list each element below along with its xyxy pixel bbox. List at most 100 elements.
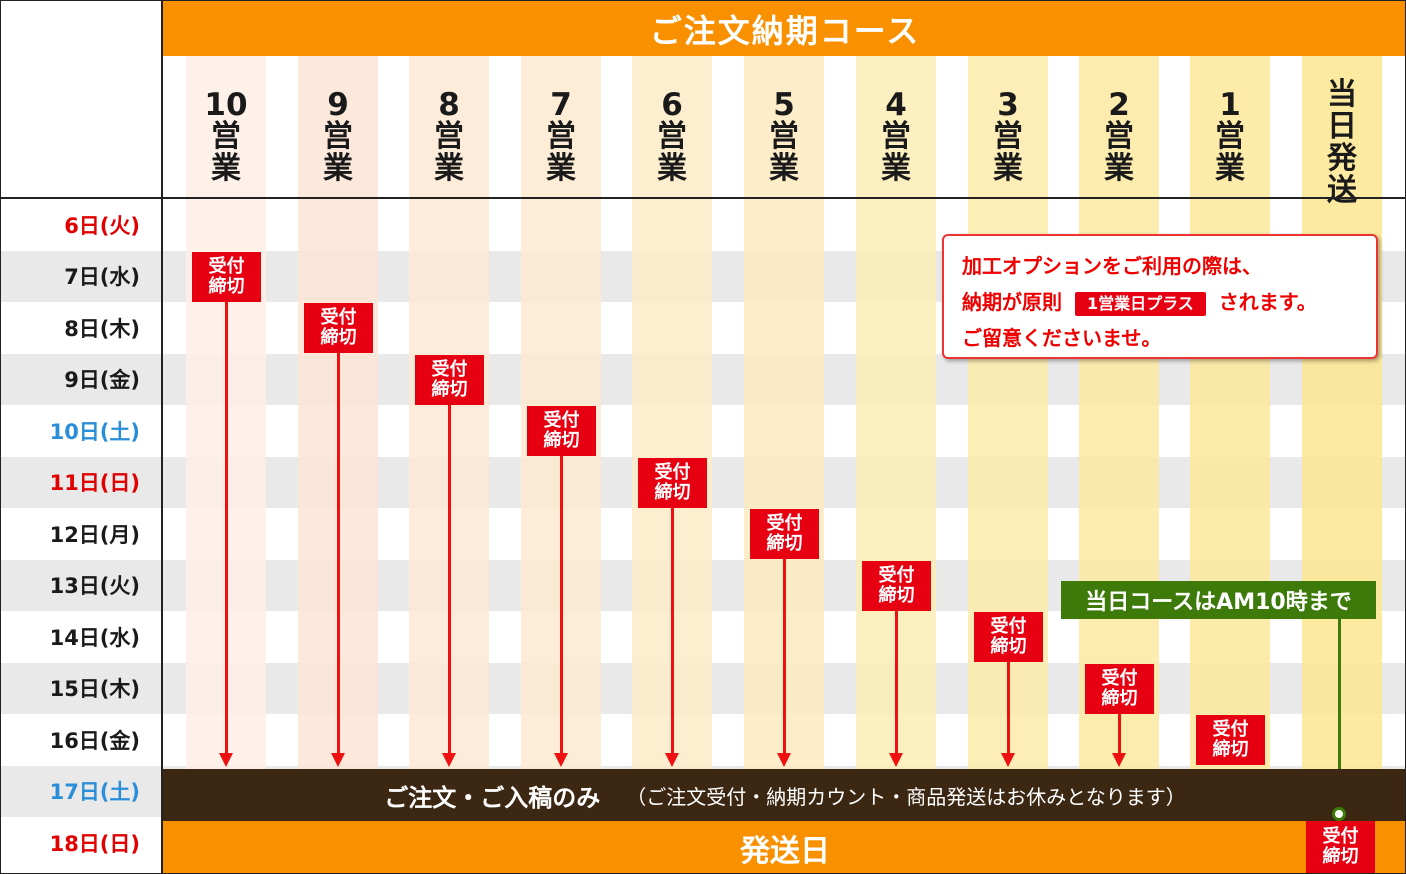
same-day-line (1338, 619, 1341, 809)
course-days-number: 2 (1108, 87, 1130, 123)
date-label: 14日(水) (49, 625, 140, 650)
course-label: 当日発送 (1302, 79, 1382, 207)
date-label: 8日(木) (64, 316, 140, 341)
course-label-char: 業 (993, 151, 1023, 186)
course-days-number: 5 (773, 87, 795, 123)
course-column-stripe (1190, 56, 1270, 769)
course-label-char: 営 (323, 119, 353, 154)
date-label: 7日(水) (64, 265, 140, 289)
date-label: 17日(土) (49, 780, 140, 804)
course-label: 10 営業 (186, 89, 266, 185)
course-column-stripe (1302, 56, 1382, 769)
date-label: 12日(月) (49, 522, 140, 547)
deadline-arrow-line (448, 404, 451, 753)
course-header: ご注文納期コース (163, 1, 1405, 56)
order-only-bar: ご注文・ご入稿のみ （ご注文受付・納期カウント・商品発送はお休みとなります） (163, 769, 1405, 821)
deadline-arrow-head (665, 753, 679, 767)
deadline-line-1: 受付 (1322, 826, 1359, 847)
deadline-arrow-line (337, 353, 340, 753)
same-day-cutoff-note: 当日コースはAM10時まで (1061, 581, 1376, 619)
label-divider (161, 1, 163, 873)
course-days-number: 7 (550, 87, 572, 123)
date-label: 6日(火) (64, 213, 140, 238)
deadline-arrow-head (219, 753, 233, 767)
course-label-char: 営 (881, 119, 911, 154)
ship-date-bar: 発送日 (163, 821, 1405, 873)
deadline-line-2: 締切 (208, 275, 245, 297)
same-day-deadline-marker: 受付 締切 (1306, 821, 1375, 873)
deadline-line-1: 受付 (766, 513, 803, 534)
deadline-line-2: 締切 (990, 636, 1027, 657)
header-divider (1, 197, 1405, 199)
date-label: 18日(日) (49, 831, 140, 856)
deadline-line-2: 締切 (1101, 687, 1138, 709)
date-label: 16日(金) (49, 728, 140, 753)
deadline-arrow-head (554, 753, 568, 767)
course-label-char: 業 (546, 151, 576, 186)
deadline-line-2: 締切 (878, 584, 915, 606)
course-label-char: 当 (1327, 77, 1357, 112)
deadline-line-1: 受付 (431, 358, 468, 380)
date-label: 13日(火) (49, 574, 140, 598)
deadline-line-2: 締切 (654, 481, 691, 503)
deadline-arrow-head (777, 753, 791, 767)
notice-line-3: ご留意くださいませ。 (962, 326, 1162, 350)
course-label-char: 送 (1327, 173, 1357, 208)
deadline-arrow-head (1112, 753, 1126, 767)
deadline-arrow-line (671, 507, 674, 753)
course-days-number: 9 (327, 87, 349, 123)
notice-line-2: 納期が原則 1営業日プラス されます。 (962, 284, 1358, 320)
course-days-number: 1 (1219, 87, 1241, 123)
notice-line-2-pre: 納期が原則 (962, 290, 1062, 314)
order-only-note: （ご注文受付・納期カウント・商品発送はお休みとなります） (626, 784, 1186, 809)
deadline-arrow-head (331, 753, 345, 767)
course-label-char: 営 (546, 119, 576, 154)
deadline-line-1: 受付 (1212, 719, 1249, 740)
deadline-line-2: 締切 (766, 533, 803, 554)
course-days-number: 4 (885, 87, 907, 123)
course-label-char: 業 (1104, 151, 1134, 186)
deadline-arrow-line (783, 559, 786, 753)
notice-line-1: 加工オプションをご利用の際は、 (962, 254, 1262, 278)
deadline-line-1: 受付 (543, 410, 580, 431)
deadline-line-1: 受付 (208, 255, 245, 277)
course-column-stripe (1079, 56, 1159, 769)
course-label-char: 業 (657, 151, 687, 186)
deadline-marker: 受付 締切 (862, 560, 931, 611)
plus-one-day-badge: 1営業日プラス (1074, 292, 1206, 316)
deadline-line-2: 締切 (320, 327, 357, 348)
course-label-char: 発 (1327, 141, 1357, 176)
deadline-line-1: 受付 (990, 616, 1027, 637)
deadline-arrow-head (442, 753, 456, 767)
order-only-label: ご注文・ご入稿のみ (384, 783, 601, 812)
date-label: 9日(金) (64, 368, 140, 392)
date-label: 10日(土) (49, 419, 140, 444)
course-label-char: 営 (657, 119, 687, 154)
deadline-marker: 受付 締切 (1085, 663, 1154, 714)
course-label-char: 業 (323, 151, 353, 186)
deadline-marker: 受付 締切 (415, 354, 484, 405)
deadline-marker: 受付 締切 (638, 457, 707, 508)
deadline-line-2: 締切 (1322, 846, 1359, 867)
deadline-marker: 受付 締切 (750, 509, 819, 559)
course-label-char: 業 (1215, 151, 1245, 186)
course-days-number: 8 (438, 87, 460, 123)
deadline-marker: 受付 締切 (304, 303, 373, 353)
course-days-number: 10 (204, 87, 248, 123)
course-label-char: 営 (1215, 119, 1245, 154)
course-label-char: 営 (1104, 119, 1134, 154)
deadline-arrow-line (1118, 713, 1121, 753)
course-days-number: 6 (661, 87, 683, 123)
deadline-marker: 受付 締切 (974, 612, 1043, 662)
deadline-line-1: 受付 (320, 307, 357, 328)
deadline-arrow-head (889, 753, 903, 767)
option-notice: 加工オプションをご利用の際は、 納期が原則 1営業日プラス されます。 ご留意く… (942, 234, 1378, 359)
course-label-char: 業 (881, 151, 911, 186)
